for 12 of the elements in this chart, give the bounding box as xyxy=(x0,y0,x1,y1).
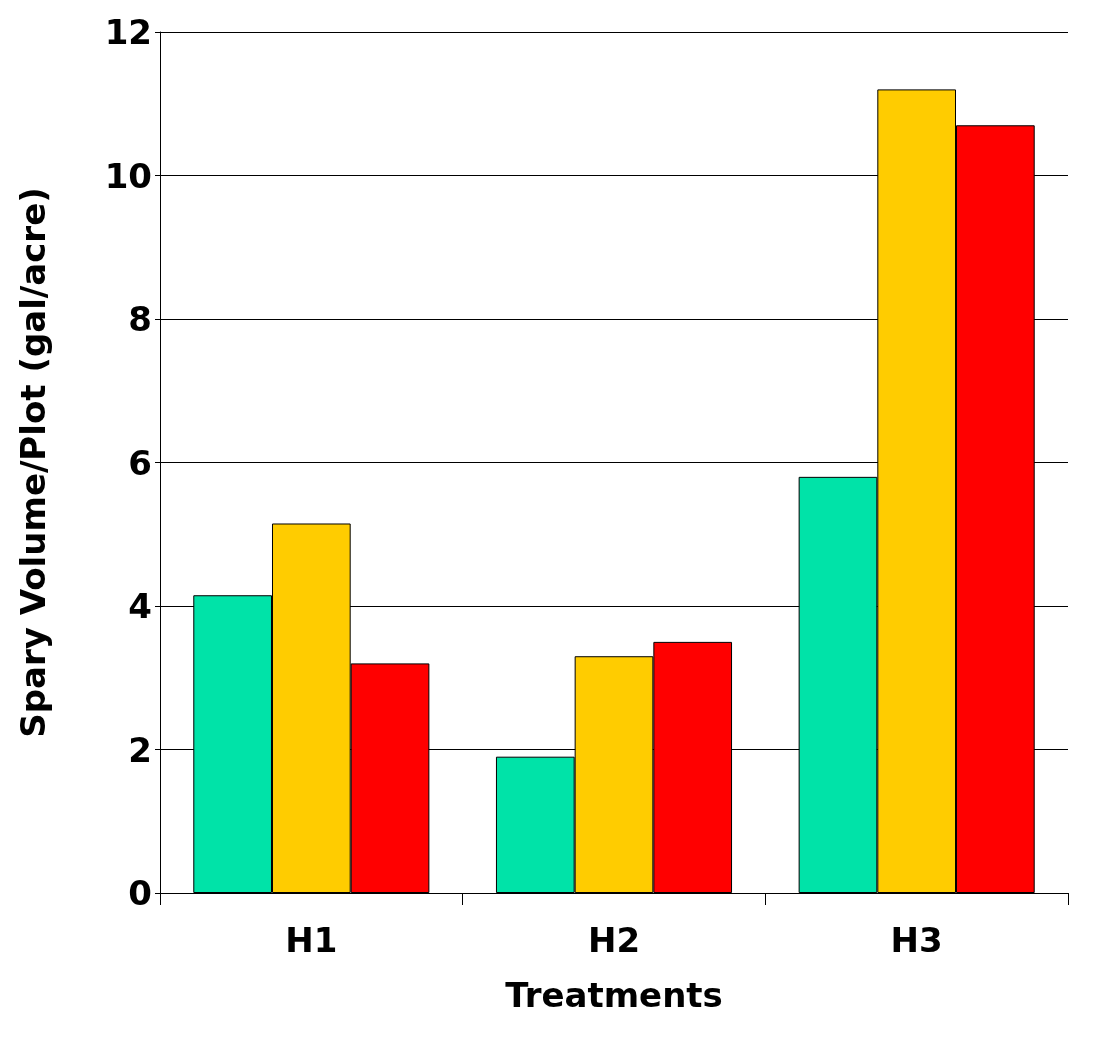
y-tick-label: 4 xyxy=(128,586,152,626)
y-tick-label: 6 xyxy=(128,442,152,483)
y-tick-label: 2 xyxy=(128,729,152,770)
x-tick-label: H1 xyxy=(285,920,338,960)
y-axis-title: Spary Volume/Plot (gal/acre) xyxy=(13,187,53,738)
x-axis-title: Treatments xyxy=(505,975,723,1015)
y-tick-label: 8 xyxy=(128,299,152,339)
y-tick-label: 12 xyxy=(104,12,152,52)
y-tick-label: 10 xyxy=(104,155,152,196)
x-tick-label: H3 xyxy=(890,920,943,960)
x-tick-label: H2 xyxy=(587,920,641,960)
y-tick-label: 0 xyxy=(128,873,152,913)
